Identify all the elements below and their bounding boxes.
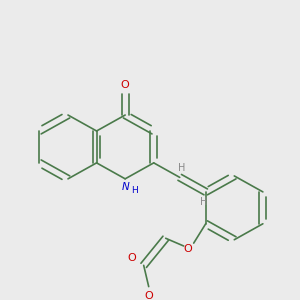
Text: H: H xyxy=(178,163,185,173)
Text: O: O xyxy=(183,244,192,254)
Text: H: H xyxy=(200,196,207,206)
Text: O: O xyxy=(144,291,153,300)
Text: O: O xyxy=(127,253,136,262)
Text: O: O xyxy=(121,80,130,90)
Text: N: N xyxy=(121,182,129,192)
Text: H: H xyxy=(131,186,137,195)
